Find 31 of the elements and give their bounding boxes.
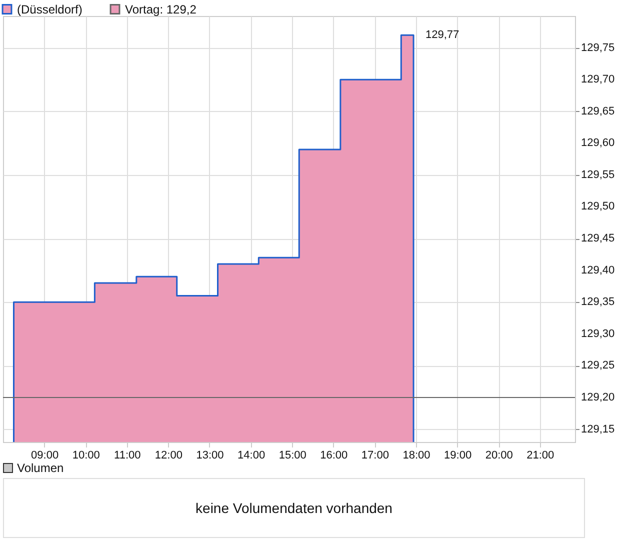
y-tick-label: 129,45 — [581, 232, 615, 245]
y-tick-label: 129,30 — [581, 328, 615, 340]
y-tick-label: 129,55 — [581, 168, 615, 181]
x-tick-label: 19:00 — [444, 450, 472, 462]
y-tick-label: 129,40 — [581, 264, 615, 276]
y-tick-label: 129,75 — [581, 42, 615, 54]
y-tick-label: 129,50 — [581, 200, 615, 213]
x-tick-label: 12:00 — [154, 450, 182, 462]
x-tick-label: 10:00 — [72, 450, 100, 462]
x-tick-label: 20:00 — [485, 450, 513, 462]
y-tick-label: 129,15 — [581, 423, 615, 436]
y-tick-label: 129,35 — [581, 296, 615, 308]
x-tick-label: 15:00 — [278, 450, 306, 462]
text: Volumen — [17, 461, 64, 475]
x-tick-label: 16:00 — [320, 450, 348, 462]
y-tick-label: 129,25 — [581, 360, 615, 372]
x-tick-label: 21:00 — [526, 450, 554, 462]
legend-label: (Düsseldorf) — [17, 2, 82, 16]
y-tick-label: 129,60 — [581, 137, 615, 150]
x-tick-label: 17:00 — [361, 450, 389, 462]
y-tick-label: 129,65 — [581, 105, 615, 118]
x-tick-label: 13:00 — [196, 450, 224, 462]
y-tick-label: 129,70 — [581, 74, 615, 86]
x-tick-label: 18:00 — [402, 450, 430, 462]
x-tick-label: 11:00 — [114, 450, 141, 462]
x-tick-label: 14:00 — [238, 450, 266, 462]
text: keine Volumendaten vorhanden — [3, 478, 585, 538]
y-tick-label: 129,20 — [581, 391, 615, 404]
legend-label: Vortag: 129,2 — [125, 2, 197, 16]
annotation: 129,77 — [426, 29, 460, 42]
x-tick-label: 09:00 — [31, 450, 59, 462]
